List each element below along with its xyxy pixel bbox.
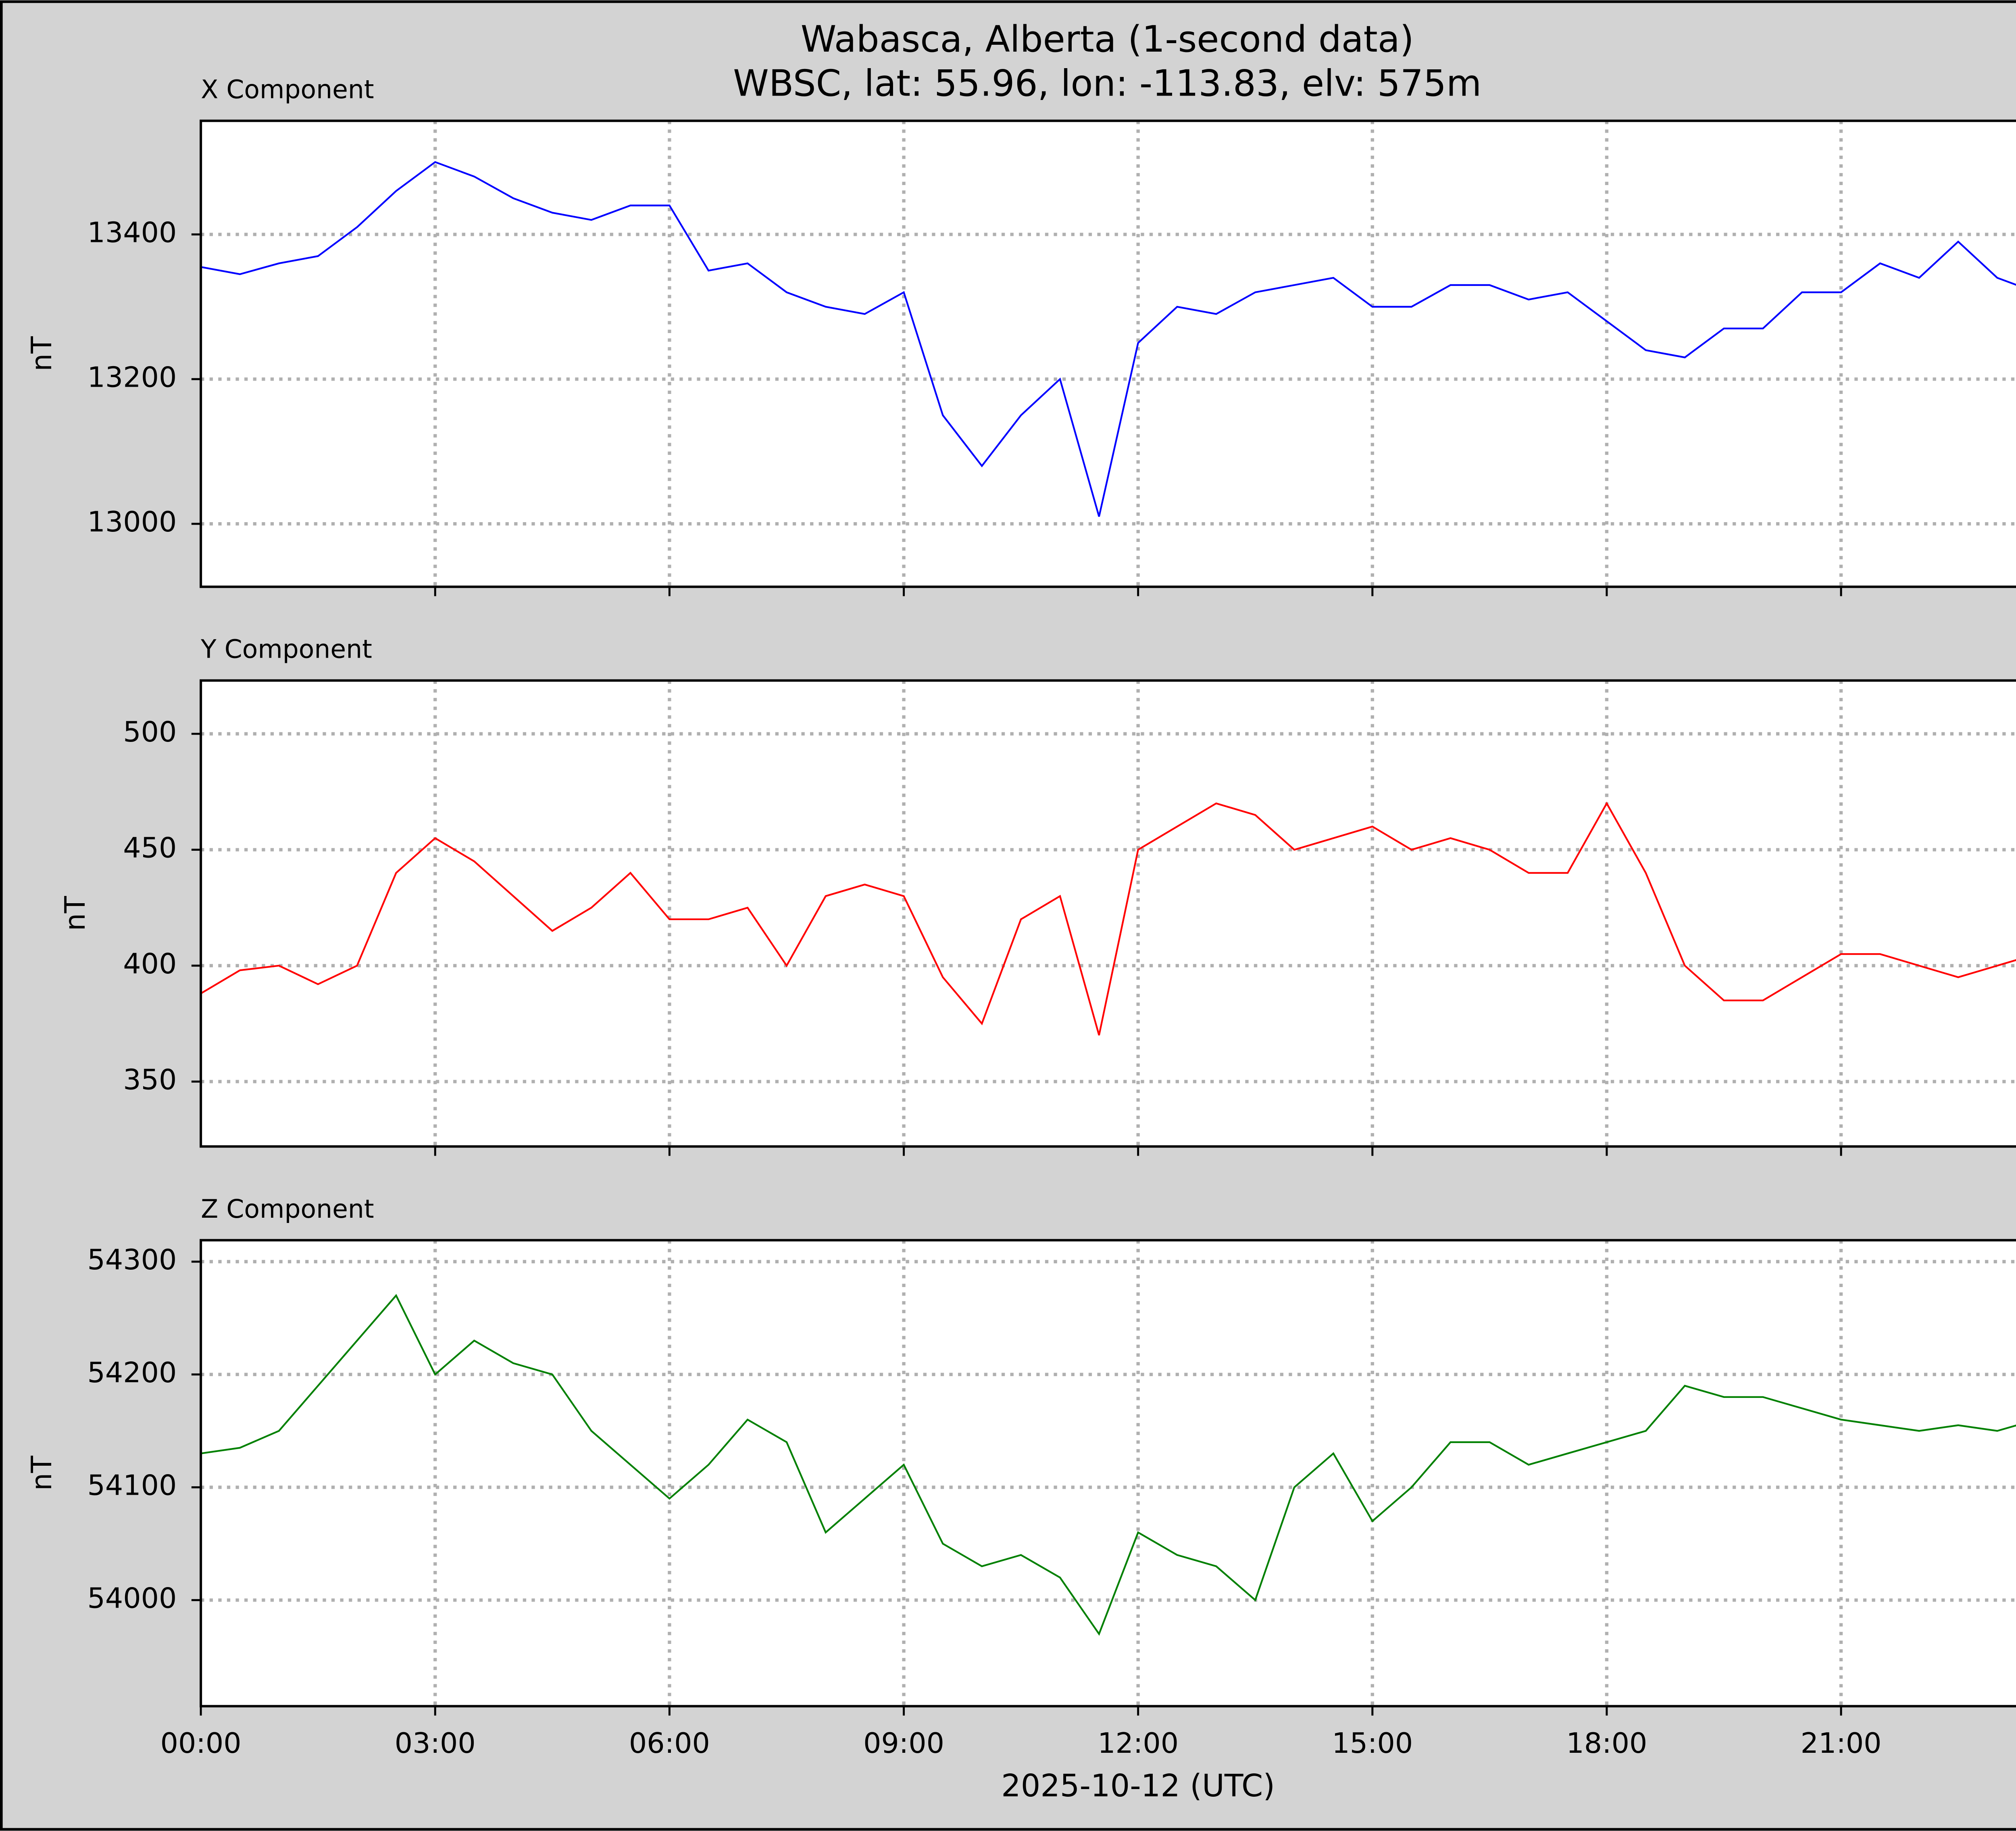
y-tick-label: 54100 [87, 1469, 177, 1502]
y-axis-label: nT [59, 896, 92, 931]
data-line [200, 161, 2016, 517]
x-axis-label: 2025-10-12 (UTC) [1001, 1768, 1275, 1804]
y-tick-label: 54300 [87, 1244, 177, 1276]
y-tick-label: 500 [123, 716, 177, 748]
plot-frame [200, 679, 2016, 1148]
plot-area [201, 680, 2016, 1147]
panel-title: Y Component [200, 634, 372, 664]
x-tick-label: 00:00 [160, 1727, 242, 1760]
panel-title: X Component [201, 75, 374, 104]
x-tick-label: 21:00 [1801, 1727, 1882, 1760]
data-line [200, 802, 2016, 1035]
plot-area [201, 1240, 2016, 1706]
y-tick-label: 13400 [87, 216, 177, 249]
y-tick-label: 400 [123, 948, 177, 980]
plot-frame [200, 1239, 2016, 1708]
x-tick-label: 12:00 [1098, 1727, 1179, 1760]
y-tick-label: 54200 [87, 1356, 177, 1389]
plot-area [201, 121, 2016, 587]
panel-title: Z Component [201, 1194, 374, 1224]
x-tick-label: 03:00 [395, 1727, 476, 1760]
figure-title: Wabasca, Alberta (1-second data) [801, 19, 1414, 60]
x-tick-label: 18:00 [1566, 1727, 1647, 1760]
x-tick-label: 09:00 [863, 1727, 944, 1760]
y-tick-label: 54000 [87, 1582, 177, 1614]
y-tick-label: 13000 [87, 506, 177, 538]
y-axis-label: nT [25, 336, 58, 371]
y-axis-label: nT [25, 1456, 58, 1491]
x-tick-label: 15:00 [1332, 1727, 1413, 1760]
y-tick-label: 13200 [87, 361, 177, 394]
figure-subtitle: WBSC, lat: 55.96, lon: -113.83, elv: 575… [733, 63, 1481, 105]
y-tick-label: 450 [123, 831, 177, 864]
plot-frame [200, 119, 2016, 588]
x-tick-label: 06:00 [629, 1727, 710, 1760]
data-line [200, 1294, 2016, 1636]
y-tick-label: 350 [123, 1063, 177, 1096]
